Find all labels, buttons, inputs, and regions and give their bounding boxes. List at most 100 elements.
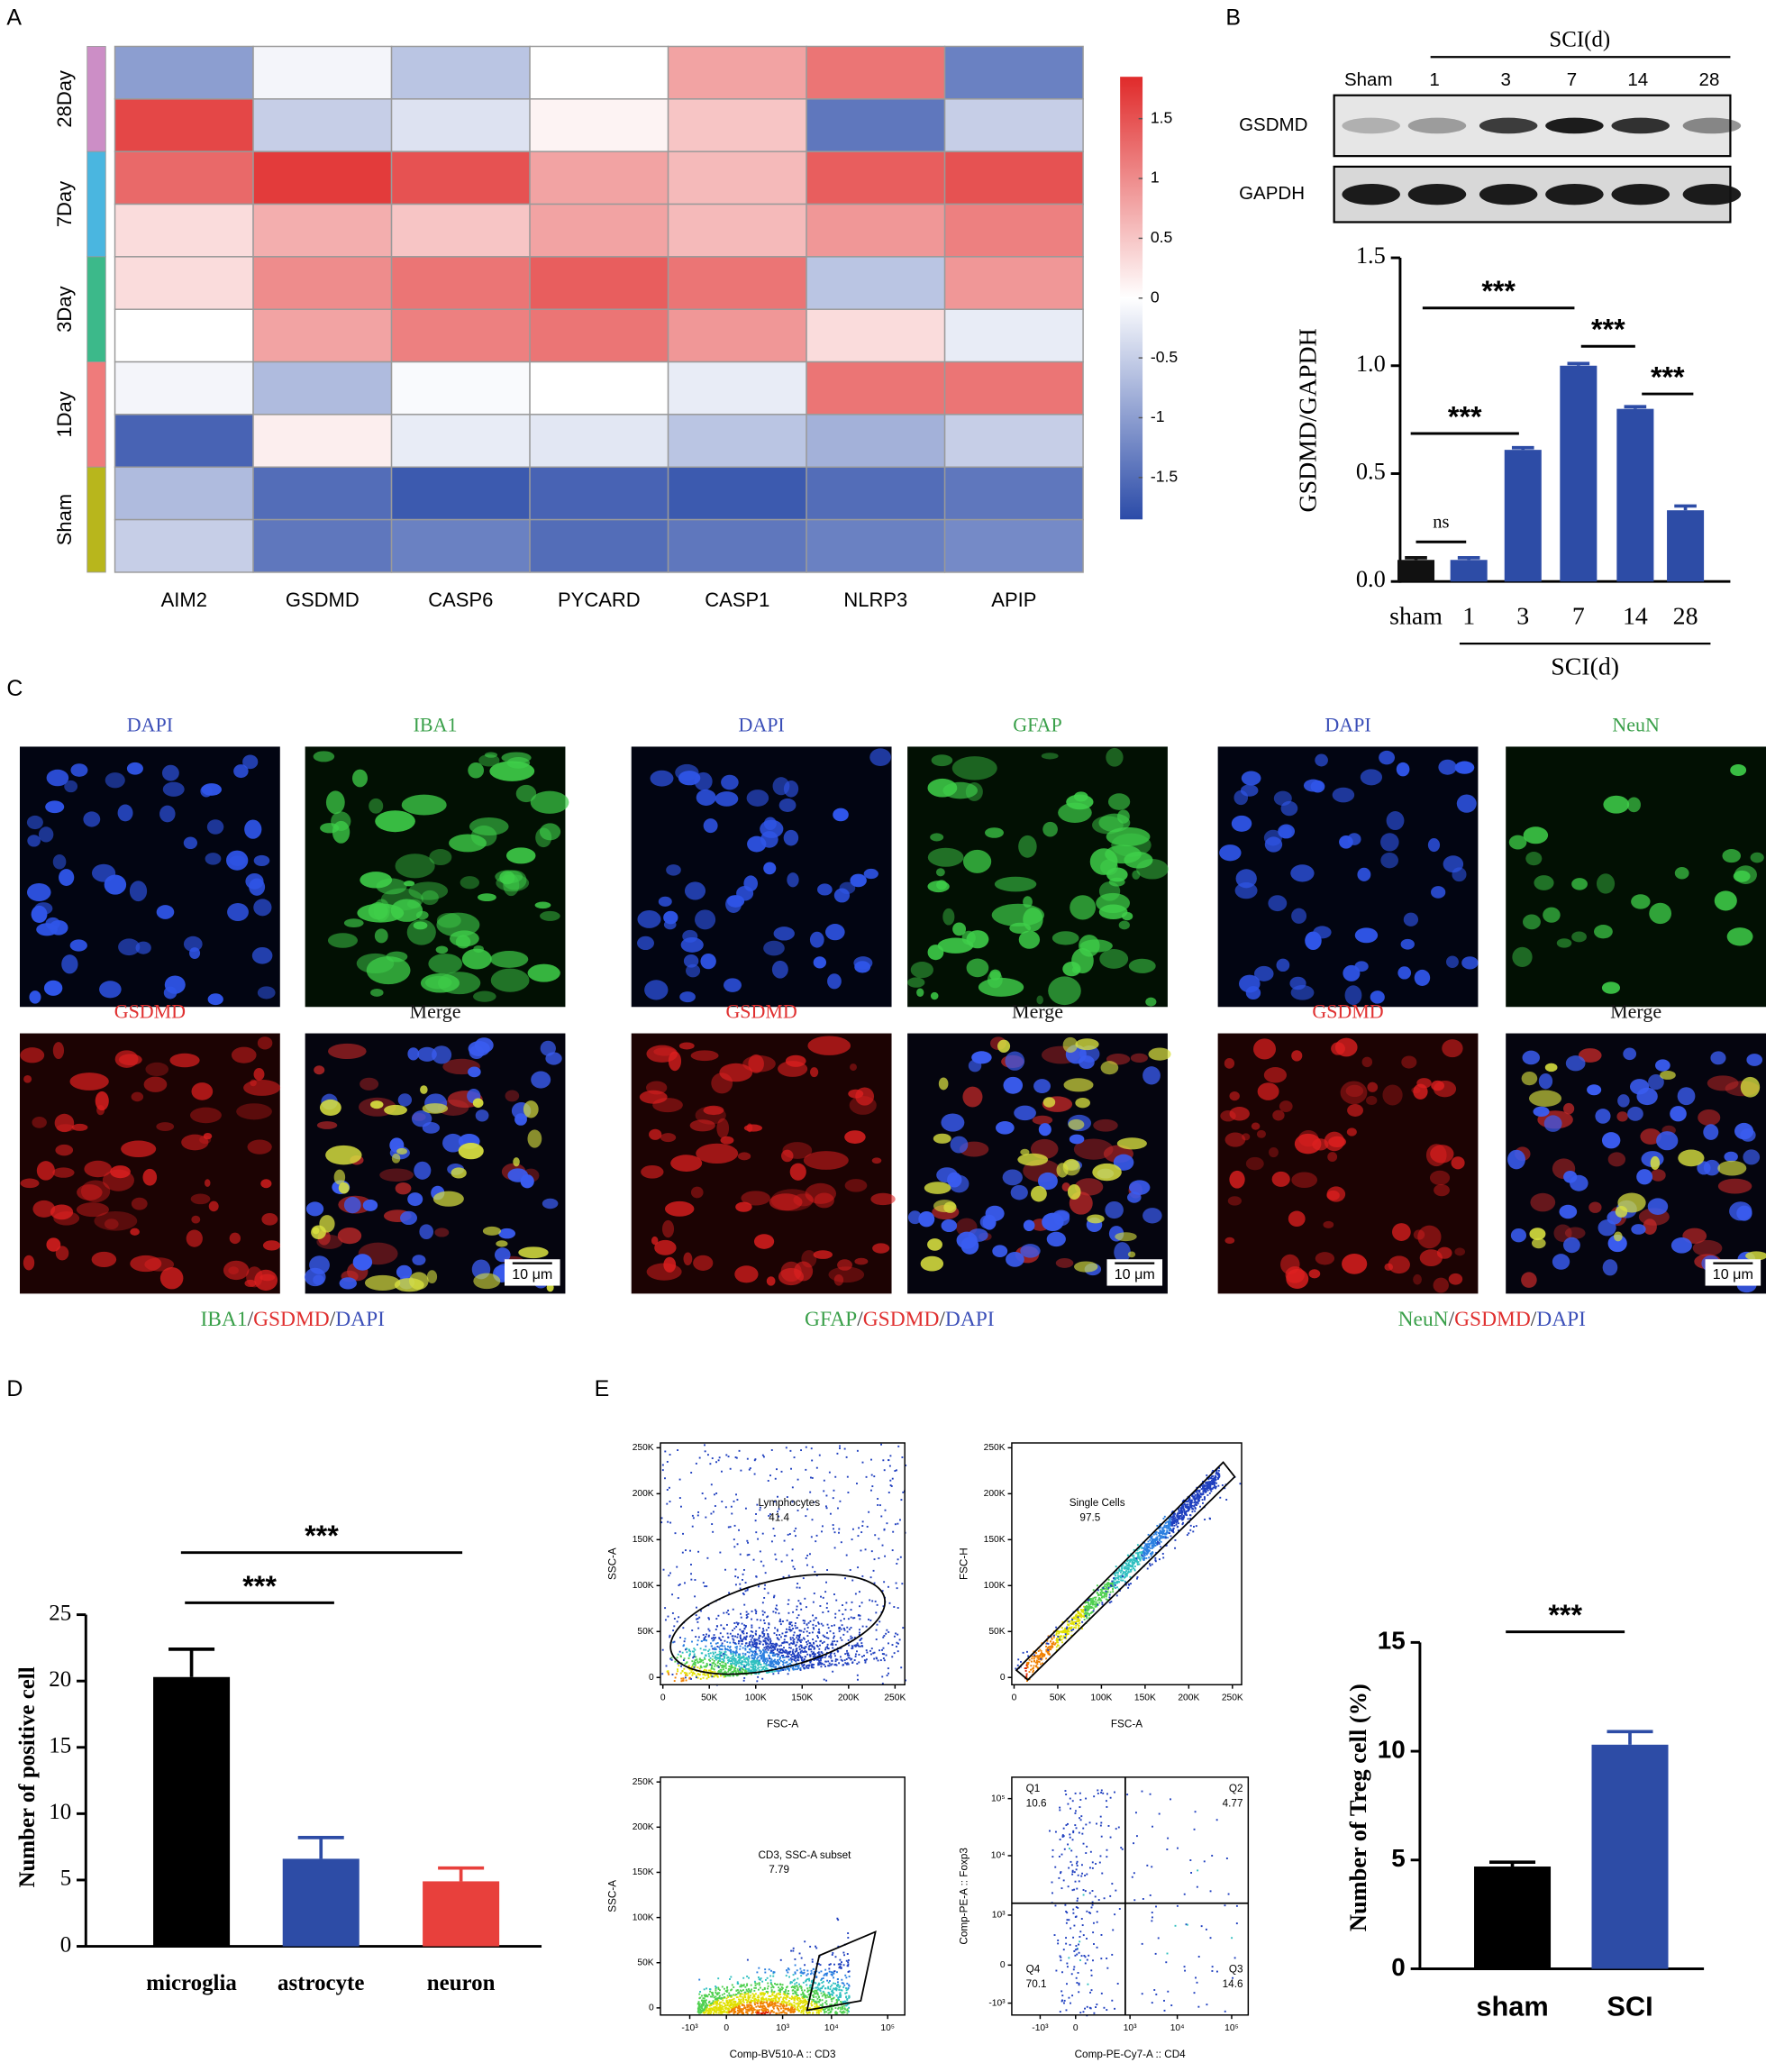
colorbar-tick-label: 0.5 bbox=[1151, 228, 1173, 246]
x-tick-label: 50K bbox=[701, 1693, 717, 1703]
event-dot bbox=[794, 1659, 796, 1661]
event-dot bbox=[730, 1468, 732, 1470]
event-dot bbox=[685, 1648, 687, 1650]
event-dot bbox=[706, 1557, 708, 1559]
event-dot bbox=[1052, 1641, 1054, 1643]
cell-blob bbox=[1623, 1048, 1636, 1061]
cell-blob bbox=[1544, 1115, 1562, 1131]
event-dot bbox=[797, 1652, 799, 1654]
event-dot bbox=[669, 1635, 671, 1637]
cell-blob bbox=[1042, 822, 1058, 837]
significance-label: *** bbox=[1448, 400, 1482, 433]
cell-blob bbox=[191, 1216, 200, 1224]
event-dot bbox=[711, 1638, 713, 1639]
cell-blob bbox=[227, 903, 249, 921]
event-dot bbox=[830, 1985, 832, 1987]
event-dot bbox=[1136, 1578, 1138, 1580]
event-dot bbox=[727, 1671, 729, 1673]
event-dot bbox=[777, 1659, 778, 1661]
event-dot bbox=[1117, 1575, 1119, 1576]
event-dot bbox=[790, 1657, 792, 1659]
event-dot bbox=[1080, 1609, 1082, 1611]
cell-blob bbox=[1357, 868, 1370, 881]
column-label: AIM2 bbox=[161, 589, 207, 611]
event-dot bbox=[715, 1629, 717, 1630]
event-dot bbox=[833, 1632, 834, 1634]
y-tick-label: 200K bbox=[984, 1489, 1006, 1499]
event-dot bbox=[700, 1666, 702, 1667]
cell-blob bbox=[1608, 1152, 1625, 1166]
cell-blob bbox=[396, 1148, 407, 1155]
event-dot bbox=[756, 1669, 758, 1671]
event-dot bbox=[787, 1641, 788, 1643]
event-dot bbox=[1210, 1483, 1212, 1484]
cell-blob bbox=[1033, 1079, 1051, 1093]
event-dot bbox=[856, 1483, 858, 1484]
cell-blob bbox=[1524, 826, 1548, 844]
significance-label: *** bbox=[305, 1520, 339, 1552]
event-dot bbox=[884, 1556, 886, 1557]
colorbar-tick-label: -0.5 bbox=[1151, 348, 1179, 366]
event-dot bbox=[774, 1648, 776, 1650]
event-dot bbox=[763, 1633, 765, 1635]
event-dot bbox=[802, 1666, 804, 1667]
event-dot bbox=[792, 1649, 794, 1651]
event-dot bbox=[871, 1485, 873, 1487]
event-dot bbox=[1174, 1520, 1176, 1522]
event-dot bbox=[818, 1655, 820, 1657]
event-dot bbox=[1033, 1657, 1035, 1659]
event-dot bbox=[843, 1628, 845, 1629]
heatmap-cell bbox=[115, 415, 254, 467]
event-dot bbox=[1191, 1508, 1193, 1510]
event-dot bbox=[725, 1655, 727, 1657]
event-dot bbox=[723, 1653, 724, 1655]
cell-blob bbox=[1069, 1119, 1085, 1130]
cell-blob bbox=[1087, 1214, 1105, 1223]
cell-blob bbox=[1660, 1071, 1676, 1080]
event-dot bbox=[860, 1638, 861, 1640]
event-dot bbox=[1182, 1511, 1184, 1513]
event-dot bbox=[820, 1659, 822, 1661]
heatmap-cell bbox=[115, 257, 254, 309]
event-dot bbox=[787, 1534, 789, 1536]
event-dot bbox=[796, 1649, 797, 1651]
cell-blob bbox=[230, 1233, 241, 1244]
event-dot bbox=[1080, 1611, 1082, 1612]
event-dot bbox=[1178, 1522, 1179, 1524]
event-dot bbox=[1180, 1509, 1182, 1511]
event-dot bbox=[1142, 1555, 1143, 1556]
event-dot bbox=[768, 1655, 769, 1657]
event-dot bbox=[739, 1648, 741, 1650]
event-dot bbox=[1145, 1543, 1147, 1545]
heatmap-cell bbox=[392, 151, 531, 204]
panel-label: D bbox=[6, 1376, 23, 1401]
event-dot bbox=[696, 1660, 698, 1662]
event-dot bbox=[896, 1646, 897, 1648]
event-dot bbox=[1056, 1646, 1058, 1648]
event-dot bbox=[1168, 1523, 1170, 1525]
x-tick-label: sham bbox=[1476, 1991, 1548, 2022]
cell-blob bbox=[1003, 1169, 1023, 1185]
event-dot bbox=[752, 1646, 754, 1648]
event-dot bbox=[748, 1613, 750, 1615]
cell-blob bbox=[1072, 966, 1080, 973]
event-dot bbox=[824, 1666, 826, 1667]
cell-blob bbox=[232, 1047, 257, 1063]
blot-band bbox=[1611, 184, 1670, 205]
event-dot bbox=[1036, 1663, 1038, 1665]
event-dot bbox=[801, 1989, 803, 1991]
event-dot bbox=[1036, 1655, 1038, 1657]
event-dot bbox=[731, 1506, 733, 1508]
heatmap-cell bbox=[253, 99, 392, 151]
event-dot bbox=[1095, 1603, 1097, 1605]
event-dot bbox=[1057, 1644, 1059, 1646]
event-dot bbox=[849, 1629, 851, 1630]
event-dot bbox=[883, 1529, 885, 1531]
cell-blob bbox=[1225, 1132, 1246, 1146]
cell-blob bbox=[1142, 1066, 1161, 1084]
event-dot bbox=[1154, 1557, 1156, 1559]
event-dot bbox=[756, 1983, 758, 1985]
cell-blob bbox=[498, 1228, 515, 1238]
cell-blob bbox=[1442, 1039, 1462, 1057]
event-dot bbox=[738, 1659, 740, 1661]
